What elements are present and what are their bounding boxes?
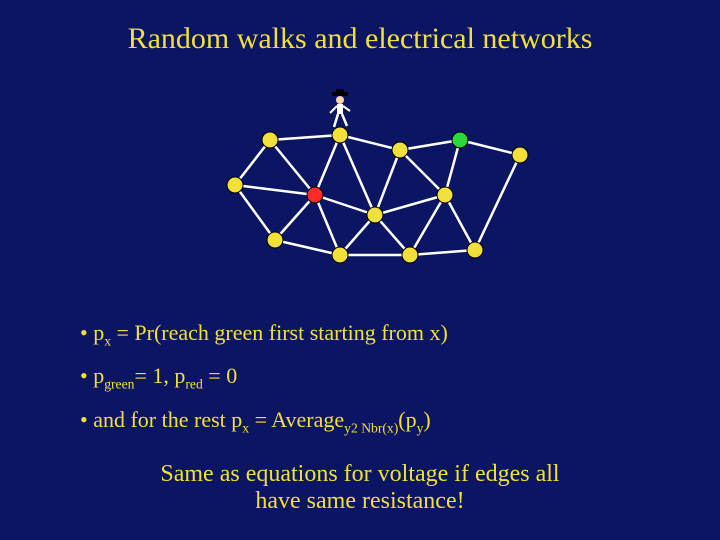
b3-b: = Average (249, 407, 344, 432)
walker-figure (326, 89, 354, 129)
b1-a: • p (80, 320, 104, 345)
graph-node (262, 132, 278, 148)
graph-node (392, 142, 408, 158)
green-node (452, 132, 468, 148)
b2-c: = 0 (203, 363, 237, 388)
b1-sub: x (104, 333, 111, 348)
graph-edge (400, 140, 460, 150)
graph-edge (460, 140, 520, 155)
graph-edge (235, 140, 270, 185)
b2-a: • p (80, 363, 104, 388)
graph-node (402, 247, 418, 263)
graph-edge (235, 185, 315, 195)
b3-a: • and for the rest p (80, 407, 242, 432)
b3-c: (p (398, 407, 416, 432)
b1-b: = Pr(reach green first starting from x) (111, 320, 448, 345)
graph-node (367, 207, 383, 223)
graph-edge (270, 135, 340, 140)
graph-node (512, 147, 528, 163)
closing-line-2: have same resistance! (255, 488, 464, 514)
graph-edge (270, 140, 315, 195)
closing-text: Same as equations for voltage if edges a… (60, 461, 660, 516)
bullet-1: • px = Pr(reach green first starting fro… (80, 320, 660, 349)
b2-sub1: green (104, 377, 134, 392)
graph-edge (315, 135, 340, 195)
bullet-list: • px = Pr(reach green first starting fro… (80, 320, 660, 450)
graph-edge (275, 240, 340, 255)
graph-edge (340, 135, 400, 150)
graph-edge (375, 150, 400, 215)
closing-line-1: Same as equations for voltage if edges a… (160, 461, 559, 487)
graph-node (332, 127, 348, 143)
b3-sub2: y2 Nbr(x) (344, 420, 398, 435)
graph-node (227, 177, 243, 193)
graph-node (467, 242, 483, 258)
network-graph (175, 80, 555, 290)
walker-svg (330, 89, 350, 127)
graph-edge (275, 195, 315, 240)
graph-edge (445, 195, 475, 250)
graph-node (437, 187, 453, 203)
red-node (307, 187, 323, 203)
bullet-2: • pgreen= 1, pred = 0 (80, 363, 660, 392)
graph-node (332, 247, 348, 263)
graph-edge (400, 150, 445, 195)
slide-title: Random walks and electrical networks (0, 22, 720, 56)
b2-sub2: red (185, 377, 202, 392)
graph-edge (315, 195, 375, 215)
graph-edge (235, 185, 275, 240)
bullet-3: • and for the rest px = Averagey2 Nbr(x)… (80, 407, 660, 436)
graph-edge (445, 140, 460, 195)
graph-edge (340, 135, 375, 215)
graph-edge (475, 155, 520, 250)
b3-d: ) (423, 407, 430, 432)
b2-b: = 1, p (134, 363, 185, 388)
slide: Random walks and electrical networks • p… (0, 0, 720, 540)
graph-edge (410, 250, 475, 255)
graph-node (267, 232, 283, 248)
graph-edge (315, 195, 340, 255)
